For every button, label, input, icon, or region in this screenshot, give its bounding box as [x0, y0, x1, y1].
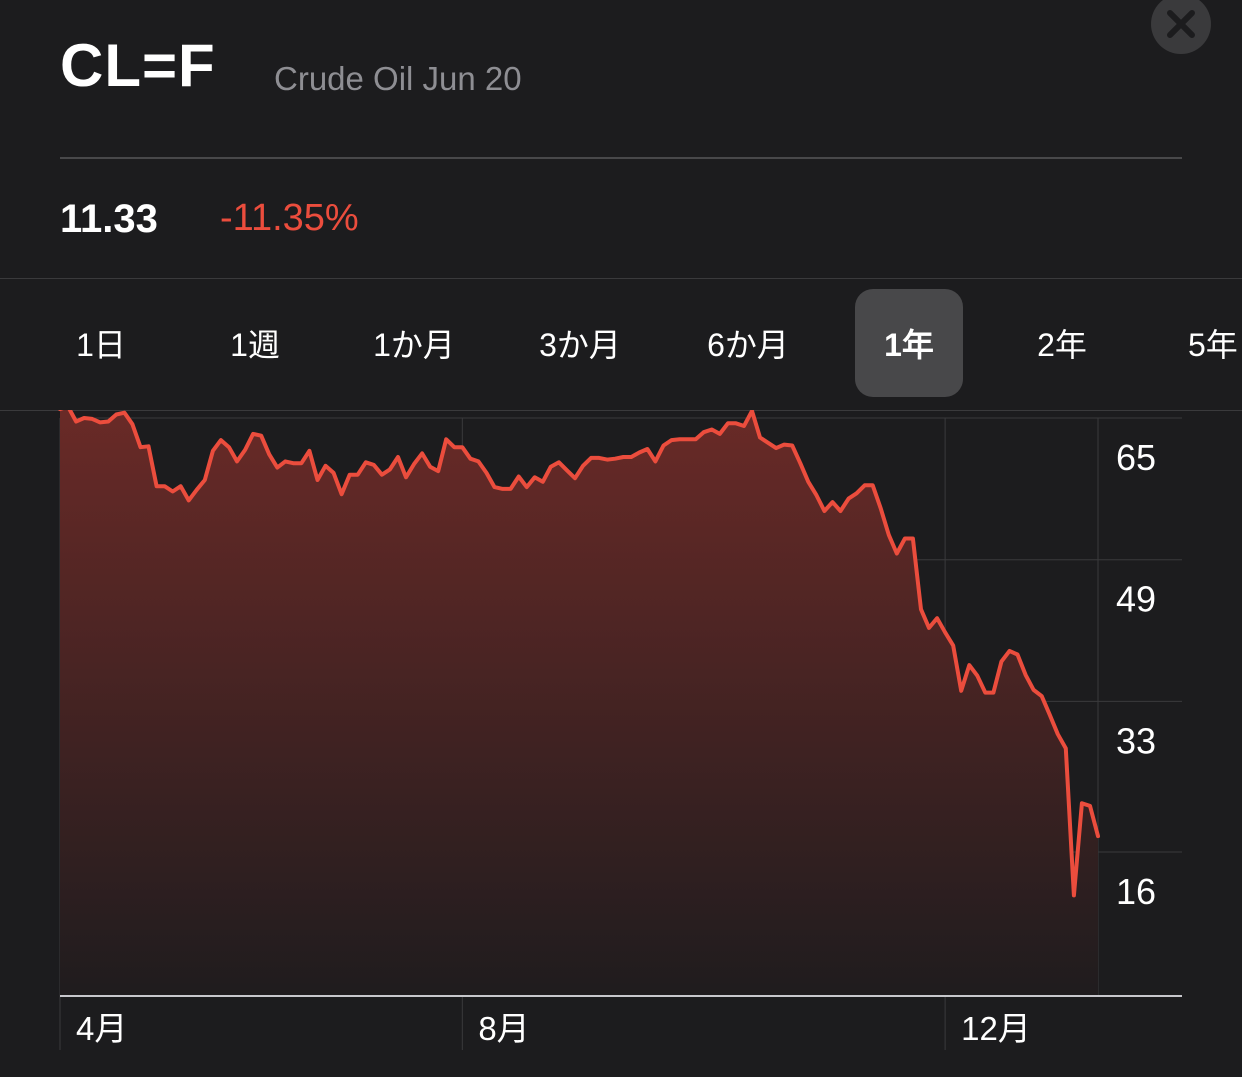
- range-tab-label: 1日: [76, 327, 126, 363]
- y-tick-label: 33: [1116, 720, 1156, 761]
- price-chart-svg: 654933164月8月12月4月: [58, 410, 1182, 1050]
- chart-divider: [0, 410, 1242, 411]
- header: CL=F Crude Oil Jun 20: [0, 0, 1242, 160]
- time-range-selector: 1日 1週 1か月 3か月 6か月 1年 2年 5年: [0, 289, 1242, 399]
- quote-divider: [0, 278, 1242, 279]
- price-chart[interactable]: 654933164月8月12月4月: [0, 410, 1242, 1077]
- instrument-name: Crude Oil Jun 20: [274, 60, 522, 97]
- y-tick-label: 16: [1116, 871, 1156, 912]
- range-tab-label: 2年: [1037, 327, 1087, 363]
- range-tab-label: 5年: [1188, 327, 1238, 363]
- range-tab-5y[interactable]: 5年: [1172, 289, 1242, 397]
- header-divider: [60, 157, 1182, 159]
- y-tick-label: 65: [1116, 437, 1156, 478]
- price-change-percent: -11.35%: [220, 197, 359, 239]
- range-tab-label: 1か月: [373, 327, 455, 363]
- x-tick-label: 12月: [961, 1010, 1031, 1047]
- range-tab-1d[interactable]: 1日: [60, 289, 142, 397]
- ticker-symbol: CL=F: [60, 32, 216, 99]
- y-tick-label: 49: [1116, 579, 1156, 620]
- range-tab-1w[interactable]: 1週: [210, 289, 300, 397]
- x-tick-label: 8月: [478, 1010, 529, 1047]
- x-tick-label: 4月: [76, 1010, 127, 1047]
- range-tab-label: 3か月: [539, 327, 621, 363]
- range-tab-1m[interactable]: 1か月: [354, 289, 474, 397]
- close-button[interactable]: [1151, 0, 1211, 54]
- range-tab-label: 1週: [230, 327, 280, 363]
- range-tab-6m[interactable]: 6か月: [688, 289, 808, 397]
- current-price: 11.33: [60, 197, 158, 241]
- range-tab-1y[interactable]: 1年: [855, 289, 963, 397]
- price-line: [58, 410, 1100, 898]
- range-tab-3m[interactable]: 3か月: [520, 289, 640, 397]
- price-area: [60, 410, 1098, 996]
- close-icon: [1167, 10, 1195, 38]
- range-tab-label: 1年: [884, 327, 934, 363]
- range-tab-2y[interactable]: 2年: [1020, 289, 1104, 397]
- range-tab-label: 6か月: [707, 327, 789, 363]
